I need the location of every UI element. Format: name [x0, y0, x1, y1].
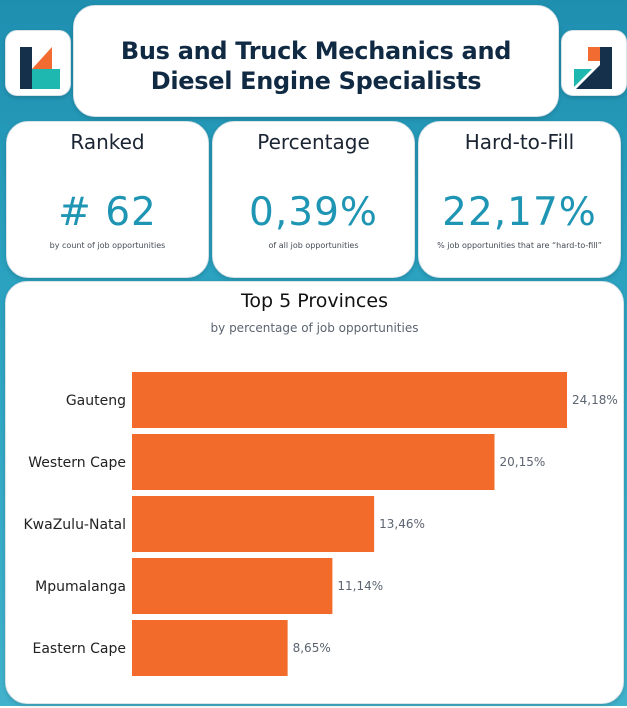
category-label: Western Cape — [28, 455, 126, 471]
data-label: 13,46% — [379, 517, 425, 531]
brand-logo-icon — [20, 47, 60, 89]
kpi-value: 22,17% — [442, 190, 597, 235]
category-label: KwaZulu-Natal — [24, 517, 127, 533]
bar-western-cape[interactable] — [132, 434, 495, 490]
page-title: Bus and Truck Mechanics and Diesel Engin… — [74, 36, 558, 96]
kpi-value: 0,39% — [249, 190, 378, 235]
category-label: Mpumalanga — [35, 579, 126, 595]
kpi-card-ranked: Ranked # 62 by count of job opportunitie… — [6, 121, 209, 278]
title-line-1: Bus and Truck Mechanics and — [120, 37, 512, 65]
bar-kwazulu-natal[interactable] — [132, 496, 375, 552]
kpi-card-hard-to-fill: Hard-to-Fill 22,17% % job opportunities … — [418, 121, 621, 278]
data-label: 24,18% — [572, 393, 618, 407]
data-label: 20,15% — [500, 455, 546, 469]
category-label: Gauteng — [66, 393, 126, 409]
kpi-label: Percentage — [257, 130, 370, 154]
logo-right — [561, 30, 627, 96]
bar-gauteng[interactable] — [132, 372, 567, 428]
kpi-subtitle: of all job opportunities — [268, 241, 359, 250]
kpi-subtitle: by count of job opportunities — [49, 241, 166, 250]
chart-card: Top 5 Provinces by percentage of job opp… — [5, 281, 624, 704]
kpi-label: Hard-to-Fill — [464, 130, 575, 154]
chart-title: Top 5 Provinces — [241, 290, 388, 312]
brand-logo-icon — [574, 47, 612, 89]
logo-left — [5, 30, 71, 96]
kpi-card-percentage: Percentage 0,39% of all job opportunitie… — [212, 121, 415, 278]
kpi-label: Ranked — [70, 130, 145, 154]
bar-mpumalanga[interactable] — [132, 558, 333, 614]
kpi-subtitle: % job opportunities that are “hard-to-fi… — [437, 241, 602, 250]
bar-chart: Gauteng 24,18% Western Cape 20,15% KwaZulu-N… — [24, 372, 618, 676]
data-label: 8,65% — [293, 641, 331, 655]
chart-subtitle: by percentage of job opportunities — [210, 321, 419, 335]
bar-eastern-cape[interactable] — [132, 620, 288, 676]
title-line-2: Diesel Engine Specialists — [150, 67, 482, 95]
kpi-value: # 62 — [58, 190, 157, 235]
category-label: Eastern Cape — [32, 641, 126, 657]
title-card: Bus and Truck Mechanics and Diesel Engin… — [73, 5, 559, 117]
data-label: 11,14% — [337, 579, 383, 593]
